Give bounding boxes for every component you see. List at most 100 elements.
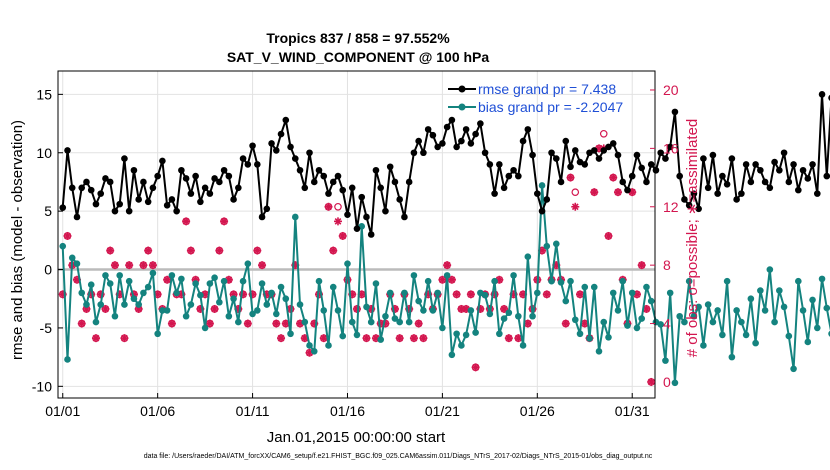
bias-point <box>59 242 67 250</box>
rmse-point <box>614 151 622 159</box>
bias-point <box>339 332 347 340</box>
bias-point <box>462 331 470 339</box>
rmse-point <box>239 155 247 162</box>
obs-assimilated-point <box>542 290 551 299</box>
bias-point <box>382 312 389 320</box>
obs-assimilated-point <box>91 334 100 343</box>
bias-point <box>519 342 527 349</box>
rmse-point <box>415 137 422 145</box>
obs-possible-point <box>599 129 608 138</box>
bias-point <box>733 307 740 314</box>
bias-point <box>776 287 783 294</box>
right-y-tick-label: 0 <box>663 374 671 390</box>
bias-point <box>220 277 228 285</box>
bias-point <box>173 289 180 297</box>
rmse-point <box>443 123 451 131</box>
rmse-point <box>287 143 294 151</box>
rmse-point <box>790 161 797 168</box>
rmse-point <box>567 163 574 171</box>
obs-assimilated-point <box>139 261 148 270</box>
rmse-point <box>206 190 214 197</box>
rmse-point <box>429 131 437 139</box>
obs-assimilated-point <box>163 275 172 284</box>
bias-point <box>192 280 199 287</box>
rmse-point <box>59 204 67 211</box>
obs-assimilated-point <box>352 304 361 313</box>
rmse-point <box>325 190 332 197</box>
bias-point <box>391 315 399 322</box>
rmse-point <box>709 151 717 159</box>
rmse-point <box>87 186 95 194</box>
rmse-point <box>149 184 157 192</box>
obs-possible-point <box>334 202 342 211</box>
bias-point <box>258 280 266 287</box>
rmse-point <box>192 172 199 180</box>
rmse-point <box>391 178 399 186</box>
obs-assimilated-point <box>566 173 575 182</box>
obs-assimilated-point <box>253 246 262 255</box>
bias-point <box>557 279 565 286</box>
rmse-point <box>738 190 745 197</box>
obs-assimilated-point <box>362 334 371 343</box>
bias-point <box>605 333 612 341</box>
rmse-point <box>353 225 361 232</box>
rmse-point <box>557 178 565 186</box>
rmse-point <box>140 178 147 186</box>
rmse-point <box>372 166 380 174</box>
bias-point <box>64 356 71 363</box>
bias-point <box>600 318 608 326</box>
bias-point <box>353 331 361 339</box>
bias-point <box>386 289 394 297</box>
obs-assimilated-point <box>571 202 580 211</box>
obs-assimilated-point <box>210 304 219 313</box>
obs-assimilated-point <box>182 217 191 226</box>
rmse-point <box>64 147 71 154</box>
bias-point <box>562 297 570 305</box>
rmse-point <box>695 205 702 213</box>
bias-point <box>700 342 707 349</box>
rmse-point <box>453 143 460 151</box>
rmse-point <box>291 155 299 162</box>
rmse-point <box>681 196 688 203</box>
bias-point <box>230 295 237 303</box>
bias-point <box>505 309 513 317</box>
bias-point <box>742 331 750 339</box>
rmse-point <box>519 137 527 145</box>
rmse-point <box>225 172 233 180</box>
bias-point <box>121 301 128 308</box>
rmse-point <box>776 166 783 174</box>
y-axis-label: rmse and bias (model - observation) <box>9 120 26 360</box>
rmse-point <box>628 172 636 180</box>
bias-point <box>548 277 555 285</box>
bias-point <box>244 260 252 267</box>
rmse-point <box>643 178 650 186</box>
rmse-point <box>258 213 266 221</box>
bias-point <box>534 289 541 297</box>
bias-point <box>178 275 185 283</box>
rmse-point <box>477 120 484 127</box>
obs-assimilated-point <box>167 319 176 328</box>
obs-assimilated-point <box>281 319 290 328</box>
rmse-point <box>244 161 252 168</box>
bias-point <box>97 301 105 308</box>
obs-assimilated-point <box>613 188 622 197</box>
bias-point <box>714 307 721 314</box>
obs-assimilated-point <box>604 231 613 240</box>
rmse-point <box>458 137 465 145</box>
bias-point <box>83 301 90 308</box>
x-tick-label: 01/31 <box>615 403 650 419</box>
rmse-point <box>804 175 812 182</box>
plot-border <box>57 70 656 399</box>
obs-assimilated-point <box>215 246 224 255</box>
rmse-point <box>515 172 522 180</box>
rmse-point <box>282 116 290 124</box>
obs-assimilated-point <box>447 275 456 284</box>
bias-point <box>500 315 508 322</box>
rmse-point <box>496 161 503 168</box>
legend-bias-label: bias grand pr = -2.2047 <box>478 99 623 115</box>
obs-assimilated-point <box>205 319 214 328</box>
x-tick-label: 01/21 <box>425 403 460 419</box>
bias-point <box>448 351 456 359</box>
rmse-point <box>795 186 802 194</box>
bias-point <box>102 272 109 279</box>
